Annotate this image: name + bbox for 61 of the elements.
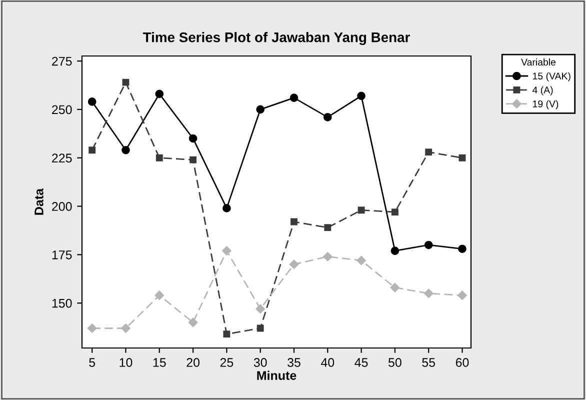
point [391,208,398,216]
x-tick-label: 15 [153,358,166,367]
x-tick-label: 10 [120,358,132,367]
point [190,156,197,164]
point [425,148,432,156]
point [188,134,198,143]
point [88,146,96,154]
point [356,256,366,266]
legend-label: 4 (A) [532,86,553,96]
y-tick-label: 150 [52,298,72,308]
point [324,224,332,232]
y-tick-label: 250 [52,105,72,114]
point [289,260,299,269]
point [155,90,164,98]
y-axis-title: Data [34,188,44,215]
point [358,206,365,214]
point [390,246,400,255]
point [156,154,163,162]
legend-title: Variable [521,58,556,66]
point [88,98,96,106]
point [458,244,466,254]
point [424,240,433,250]
point [424,288,434,298]
point [222,204,231,212]
y-tick-label: 175 [52,250,72,260]
x-tick-label: 35 [288,358,300,367]
point [290,94,298,102]
y-tick-label: 200 [52,202,72,211]
point [458,154,466,162]
x-tick-label: 20 [186,358,200,367]
point [188,318,198,328]
point [323,113,332,122]
point [87,324,97,333]
point [121,324,130,333]
legend-label: 19 (V) [533,100,558,110]
point [390,282,400,292]
point [223,330,230,338]
point [222,246,232,256]
x-tick-label: 60 [456,358,469,367]
point [357,92,366,100]
y-tick-label: 225 [52,154,72,163]
legend-label: 15 (VAK) [533,72,570,82]
point [256,105,265,114]
x-tick-label: 30 [254,358,267,367]
point [154,290,164,300]
x-tick-label: 55 [422,358,436,367]
x-tick-label: 45 [354,358,368,367]
point [458,290,467,300]
x-tick-label: 25 [220,358,234,367]
point [122,78,130,86]
point [290,218,298,226]
chart-title: Time Series Plot of Jawaban Yang Benar [142,32,410,46]
x-tick-label: 40 [320,358,334,367]
x-tick-label: 50 [388,358,402,367]
point [323,252,332,262]
point [122,146,130,154]
point [256,304,265,314]
point [256,324,264,332]
x-tick-label: 5 [89,358,96,367]
y-tick-label: 275 [52,56,72,66]
x-axis-title: Minute [257,370,296,380]
